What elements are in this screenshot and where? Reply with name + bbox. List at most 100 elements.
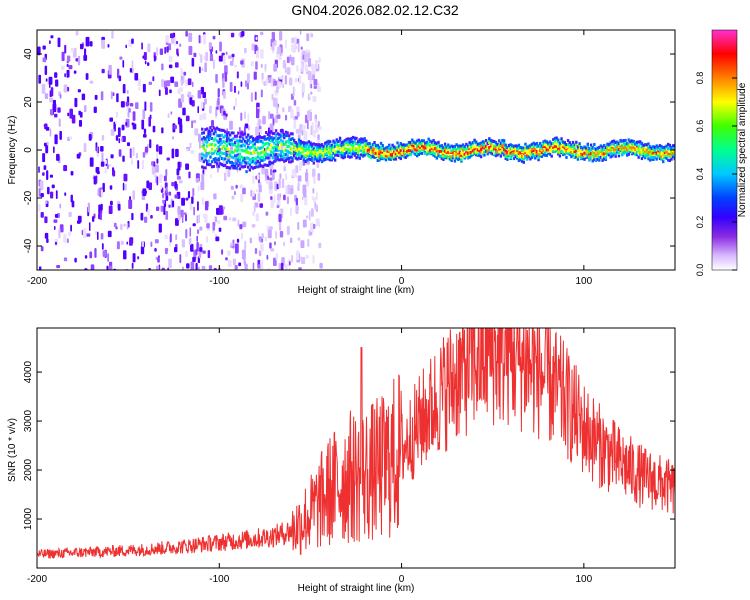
heatmap-cell — [356, 153, 360, 157]
heatmap-cell — [162, 193, 165, 199]
heatmap-cell — [578, 142, 581, 146]
heatmap-cell — [560, 139, 563, 143]
heatmap-cell — [432, 142, 435, 146]
heatmap-cell — [347, 140, 350, 144]
heatmap-cell — [53, 219, 58, 223]
heatmap-cell — [303, 188, 307, 198]
heatmap-cell — [289, 156, 293, 160]
heatmap-cell — [330, 145, 334, 149]
heatmap-cell — [353, 139, 357, 143]
heatmap-cell — [383, 151, 386, 155]
heatmap-cell — [285, 173, 288, 181]
heatmap-cell — [648, 148, 652, 152]
heatmap-cell — [596, 154, 599, 158]
heatmap-cell — [322, 154, 325, 158]
heatmap-cell — [640, 157, 644, 161]
heatmap-cell — [122, 182, 125, 191]
heatmap-cell — [281, 149, 284, 153]
heatmap-cell — [520, 154, 524, 158]
heatmap-cell — [171, 148, 175, 159]
heatmap-cell — [568, 152, 571, 156]
heatmap-cell — [338, 138, 342, 142]
heatmap-cell — [473, 150, 476, 154]
heatmap-cell — [458, 157, 462, 161]
heatmap-cell — [575, 149, 578, 153]
heatmap-cell — [427, 137, 430, 141]
heatmap-cell — [488, 140, 491, 144]
heatmap-cell — [273, 136, 276, 140]
heatmap-cell — [84, 255, 88, 259]
heatmap-cell — [83, 105, 87, 113]
heatmap-cell — [174, 194, 179, 199]
heatmap-cell — [516, 154, 519, 158]
heatmap-cell — [557, 150, 560, 154]
heatmap-cell — [481, 140, 484, 144]
heatmap-cell — [242, 143, 245, 147]
heatmap-cell — [115, 120, 118, 125]
heatmap-cell — [101, 189, 103, 198]
heatmap-cell — [255, 139, 258, 143]
heatmap-cell — [172, 136, 175, 140]
heatmap-cell — [429, 148, 432, 152]
heatmap-cell — [448, 157, 452, 161]
heatmap-cell — [522, 157, 526, 161]
heatmap-cell — [532, 141, 535, 145]
heatmap-cell — [404, 148, 407, 152]
heatmap-cell — [288, 140, 291, 144]
heatmap-cell — [343, 155, 347, 159]
heatmap-cell — [67, 112, 70, 117]
heatmap-cell — [142, 133, 147, 138]
heatmap-cell — [557, 144, 560, 148]
heatmap-cell — [297, 138, 301, 142]
heatmap-cell — [445, 156, 448, 160]
heatmap-cell — [547, 151, 550, 155]
heatmap-cell — [140, 246, 145, 255]
heatmap-cell — [270, 198, 274, 209]
heatmap-cell — [149, 102, 153, 112]
heatmap-cell — [338, 145, 342, 149]
heatmap-cell — [516, 147, 519, 151]
heatmap-cell — [218, 55, 223, 62]
heatmap-cell — [150, 215, 153, 219]
heatmap-cell — [296, 153, 299, 157]
snr-ylabel: SNR (10 * v/v) — [7, 418, 18, 482]
heatmap-cell — [299, 139, 302, 143]
heatmap-cell — [314, 149, 317, 153]
heatmap-cell — [132, 190, 136, 200]
heatmap-cell — [304, 196, 308, 206]
heatmap-cell — [488, 148, 491, 152]
heatmap-cell — [49, 174, 54, 178]
heatmap-cell — [432, 145, 435, 149]
heatmap-cell — [473, 147, 476, 151]
heatmap-cell — [129, 102, 134, 107]
heatmap-cell — [478, 149, 481, 153]
heatmap-cell — [278, 140, 281, 144]
heatmap-cell — [411, 149, 414, 153]
heatmap-cell — [295, 197, 298, 206]
heatmap-cell — [566, 139, 570, 143]
heatmap-cell — [292, 45, 296, 53]
heatmap-cell — [175, 62, 179, 68]
heatmap-cell — [196, 215, 199, 224]
heatmap-cell — [286, 154, 289, 158]
heatmap-cell — [294, 115, 298, 120]
heatmap-cell — [315, 153, 319, 157]
heatmap-cell — [270, 248, 275, 252]
heatmap-cell — [468, 150, 471, 154]
heatmap-cell — [214, 127, 217, 131]
heatmap-cell — [296, 111, 300, 117]
heatmap-cell — [66, 238, 69, 244]
heatmap-cell — [629, 148, 632, 152]
heatmap-cell — [237, 148, 240, 152]
heatmap-cell — [668, 153, 672, 157]
heatmap-cell — [169, 33, 174, 39]
heatmap-cell — [214, 149, 217, 153]
heatmap-cell — [126, 241, 128, 245]
heatmap-cell — [637, 155, 640, 159]
heatmap-cell — [373, 151, 376, 155]
heatmap-cell — [224, 147, 227, 151]
heatmap-cell — [204, 137, 207, 141]
heatmap-cell — [483, 144, 486, 148]
heatmap-cell — [338, 143, 342, 147]
heatmap-cell — [312, 95, 317, 103]
